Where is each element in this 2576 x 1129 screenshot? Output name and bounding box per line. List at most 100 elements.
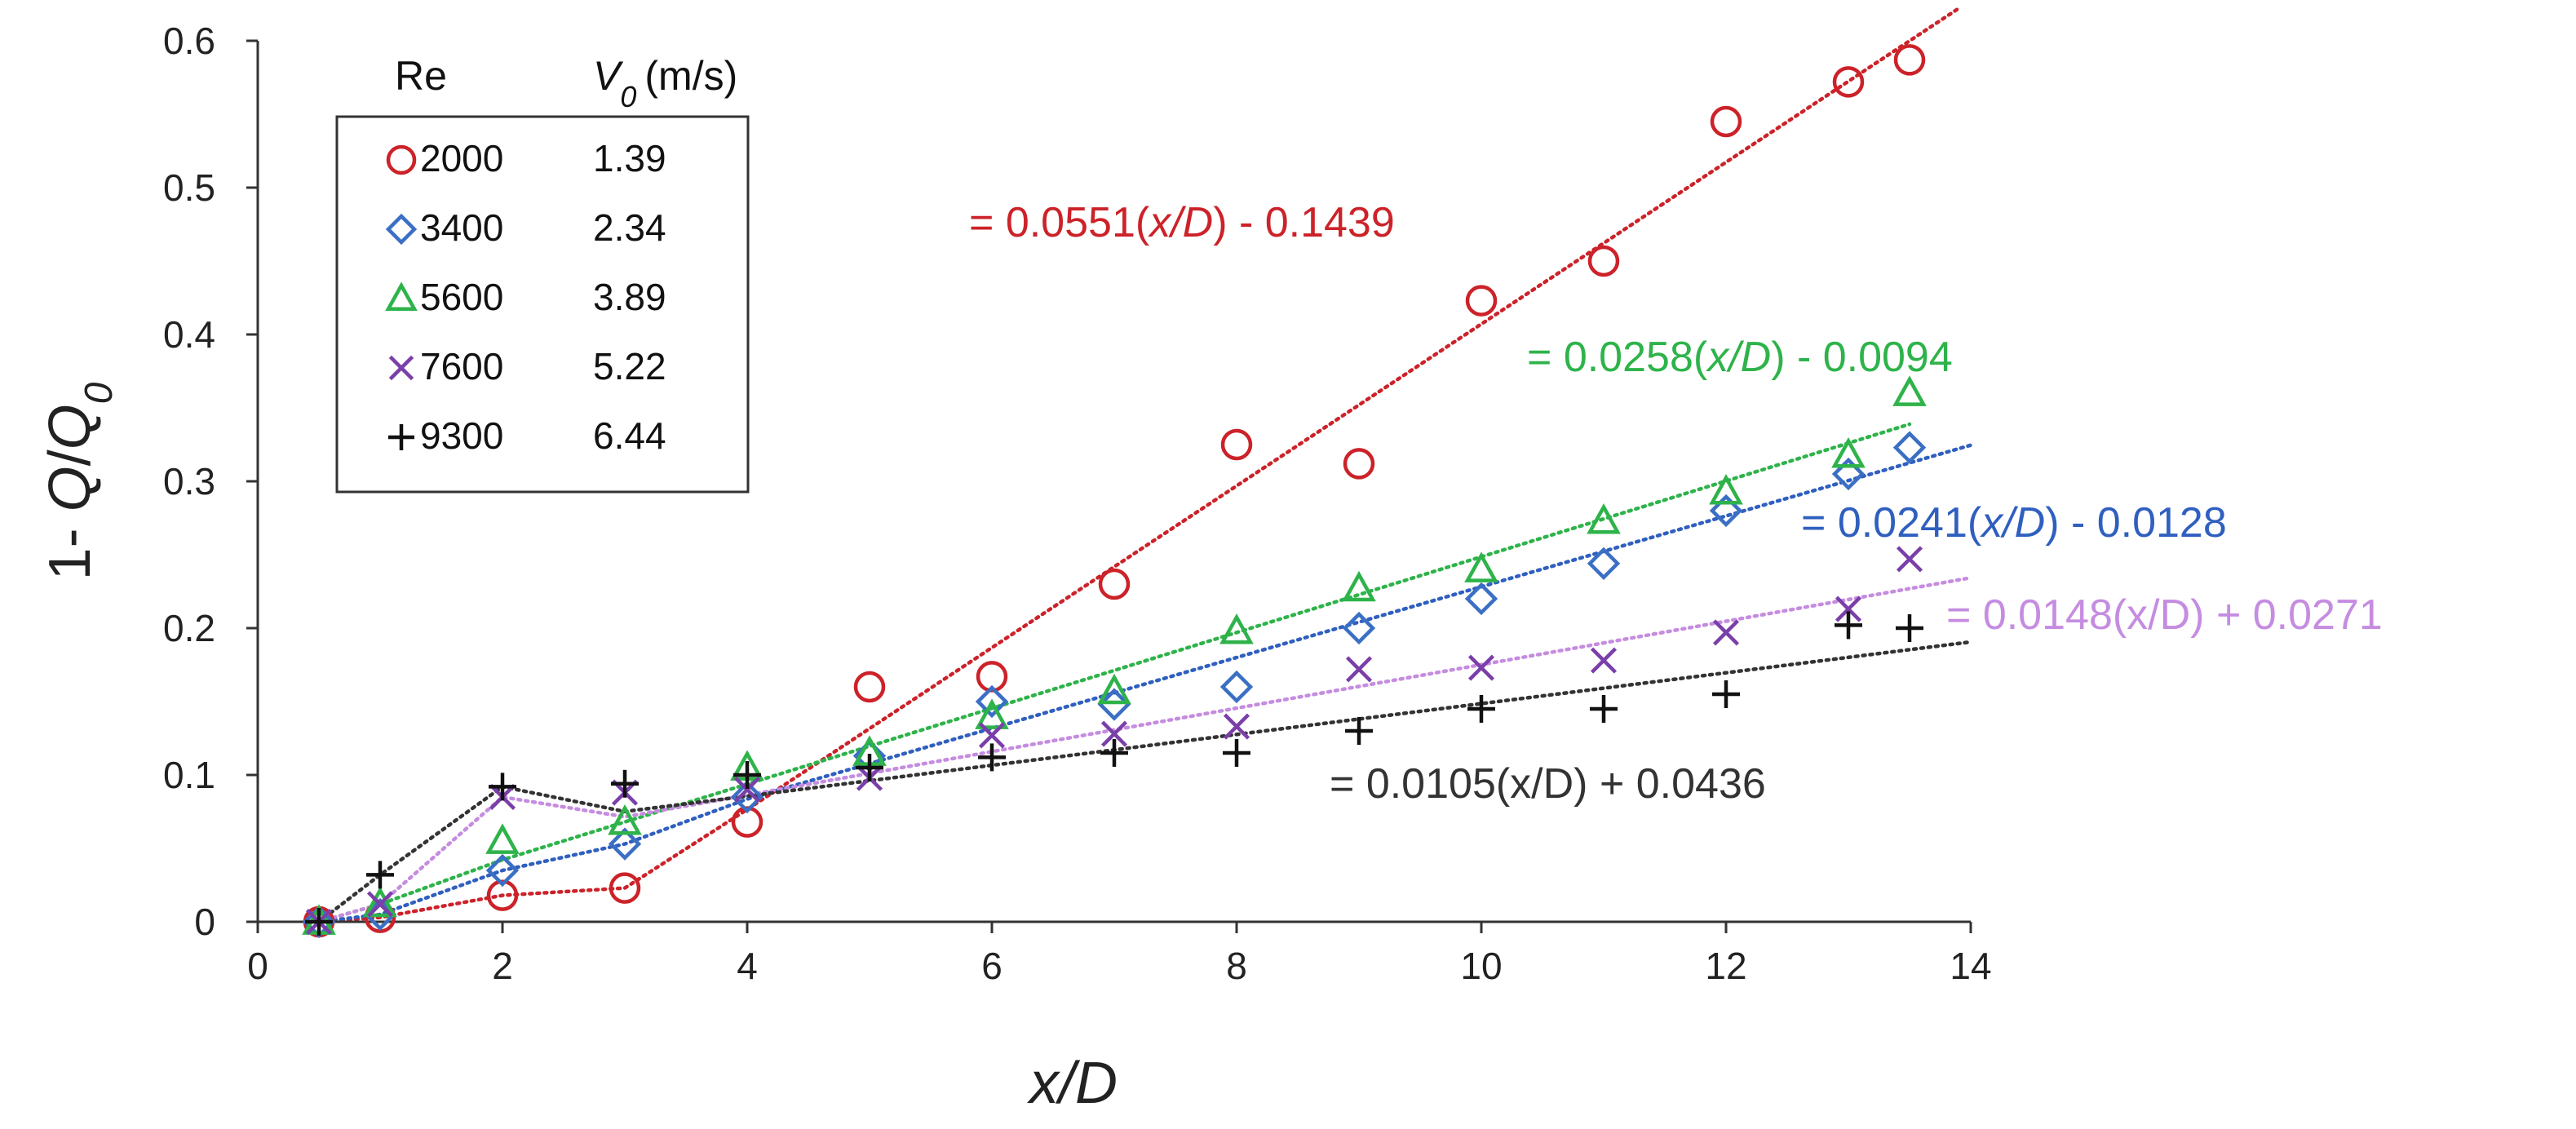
- marker-5600: [363, 886, 397, 918]
- marker-9300: [1100, 739, 1128, 767]
- marker-7600: [1223, 713, 1250, 740]
- trend-equations: = 0.0551(x/D) - 0.1439 = 0.0241(x/D) - 0.…: [969, 199, 2383, 808]
- x-tick-label: 4: [737, 945, 758, 987]
- y-tick-label: 0.5: [163, 166, 215, 209]
- marker-7600: [978, 722, 1006, 749]
- legend-marker-2000: [386, 144, 417, 175]
- marker-9300: [1712, 680, 1740, 708]
- marker-3400: [730, 780, 764, 814]
- marker-7600: [366, 891, 394, 918]
- marker-2000: [731, 806, 764, 838]
- legend-marker-5600: [385, 281, 418, 312]
- marker-9300: [1345, 717, 1373, 745]
- x-tick-label: 14: [1950, 945, 1991, 987]
- marker-5600: [1097, 673, 1131, 705]
- marker-5600: [1587, 503, 1621, 534]
- marker-3400: [608, 827, 642, 861]
- trend-equation-5600: = 0.0258(x/D) - 0.0094: [1527, 334, 1953, 381]
- x-axis-title: x/D: [1027, 1051, 1118, 1116]
- marker-3400: [1464, 582, 1498, 616]
- legend-entry-2000: 2000 1.39: [386, 137, 666, 179]
- marker-5600: [1831, 436, 1866, 468]
- marker-9300: [489, 773, 516, 801]
- marker-5600: [1892, 375, 1927, 406]
- marker-9300: [305, 908, 333, 936]
- marker-9300: [611, 769, 639, 798]
- marker-5600: [1342, 570, 1376, 602]
- legend-marker-3400: [385, 213, 418, 246]
- marker-9300: [1590, 695, 1618, 723]
- svg-text:1- Q/Q0: 1- Q/Q0: [38, 382, 121, 580]
- legend-box: [335, 115, 750, 494]
- y-tick-label: 0.2: [163, 607, 215, 649]
- y-axis-title: 1- Q/Q0: [38, 382, 121, 580]
- marker-2000: [486, 879, 519, 911]
- trend-equation-3400: = 0.0241(x/D) - 0.0128: [1801, 499, 2227, 547]
- marker-2000: [1465, 285, 1498, 317]
- marker-5600: [1464, 551, 1498, 582]
- legend-re-value: 3400: [420, 206, 503, 249]
- marker-2000: [1343, 448, 1375, 480]
- marker-2000: [976, 661, 1008, 693]
- marker-2000: [1832, 66, 1865, 98]
- marker-2000: [1220, 428, 1253, 461]
- x-tick-label: 0: [247, 945, 268, 987]
- legend-re-value: 5600: [420, 276, 503, 318]
- legend-v0-value: 6.44: [593, 414, 666, 457]
- marker-5600: [485, 823, 520, 854]
- marker-3400: [1587, 547, 1621, 580]
- legend-header-v0: V0 (m/s): [593, 53, 737, 113]
- markers: [302, 44, 1927, 939]
- marker-2000: [1710, 105, 1742, 138]
- marker-7600: [1345, 656, 1373, 683]
- marker-5600: [608, 804, 642, 835]
- legend-marker-9300: [388, 424, 414, 450]
- marker-9300: [733, 761, 761, 789]
- legend-entry-5600: 5600 3.89: [385, 276, 666, 318]
- legend-entry-3400: 3400 2.34: [385, 206, 666, 249]
- legend-entry-9300: 9300 6.44: [388, 414, 666, 457]
- trend-equation-7600: = 0.0148(x/D) + 0.0271: [1946, 591, 2383, 639]
- trendline-5600: [316, 422, 1912, 924]
- marker-5600: [975, 698, 1009, 729]
- marker-9300: [1835, 611, 1862, 640]
- marker-3400: [1097, 688, 1131, 721]
- marker-2000: [1893, 44, 1926, 76]
- trend-equation-9300: = 0.0105(x/D) + 0.0436: [1330, 760, 1766, 808]
- y-tick-label: 0: [194, 901, 215, 943]
- y-tick-label: 0.1: [163, 754, 215, 796]
- legend-v0-value: 3.89: [593, 276, 666, 318]
- legend-v0-value: 2.34: [593, 206, 666, 249]
- marker-9300: [1223, 739, 1250, 767]
- x-tick-label: 2: [492, 945, 513, 987]
- trend-equation-2000: = 0.0551(x/D) - 0.1439: [969, 199, 1395, 246]
- marker-9300: [366, 861, 394, 889]
- x-tick-label: 6: [981, 945, 1003, 987]
- ticks: 0 2 4 6 8 10 12 14 0 0.1 0.2 0.3 0.4 0.5 0.6: [163, 20, 1992, 987]
- marker-7600: [1590, 647, 1618, 674]
- legend-entry-7600: 7600 5.22: [388, 345, 666, 387]
- marker-7600: [733, 776, 761, 804]
- marker-7600: [1100, 720, 1128, 747]
- y-tick-label: 0.6: [163, 20, 215, 62]
- marker-3400: [1831, 457, 1866, 491]
- marker-3400: [1892, 431, 1927, 464]
- marker-9300: [978, 743, 1006, 772]
- y-tick-label: 0.4: [163, 313, 215, 356]
- marker-2000: [609, 872, 641, 904]
- marker-7600: [1896, 546, 1923, 573]
- marker-5600: [1219, 613, 1254, 644]
- x-tick-label: 10: [1460, 945, 1502, 987]
- marker-9300: [1896, 614, 1923, 642]
- marker-9300: [1467, 695, 1495, 723]
- marker-3400: [485, 853, 520, 888]
- x-tick-label: 12: [1705, 945, 1746, 987]
- x-tick-label: 8: [1226, 945, 1247, 987]
- marker-9300: [856, 754, 883, 781]
- marker-7600: [1467, 654, 1495, 681]
- legend-marker-7600: [388, 355, 414, 381]
- marker-2000: [1587, 245, 1620, 277]
- marker-3400: [1709, 494, 1743, 528]
- marker-2000: [853, 671, 886, 703]
